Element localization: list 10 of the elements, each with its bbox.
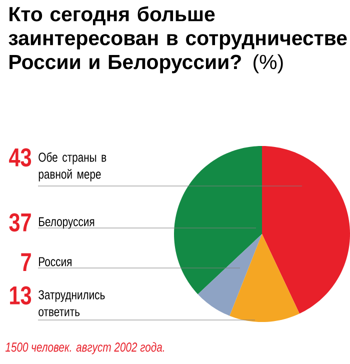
data-label: 13 — [10, 286, 32, 305]
slice-label: Обе страны в равной мере — [38, 152, 106, 182]
text: 1500 человек. август 2002 года. — [5, 342, 164, 354]
chart-title: Кто сегодня больше заинтересован в сотрудничестве России и Белоруссии? (%) — [8, 6, 347, 74]
slice-label: Затруднились ответить — [38, 290, 105, 316]
data-label: 7 — [21, 253, 31, 272]
slice-label: Россия — [39, 257, 72, 266]
slice-label: Белоруссия — [39, 217, 94, 229]
data-label: 37 — [9, 213, 31, 232]
data-label: 43 — [9, 148, 32, 167]
